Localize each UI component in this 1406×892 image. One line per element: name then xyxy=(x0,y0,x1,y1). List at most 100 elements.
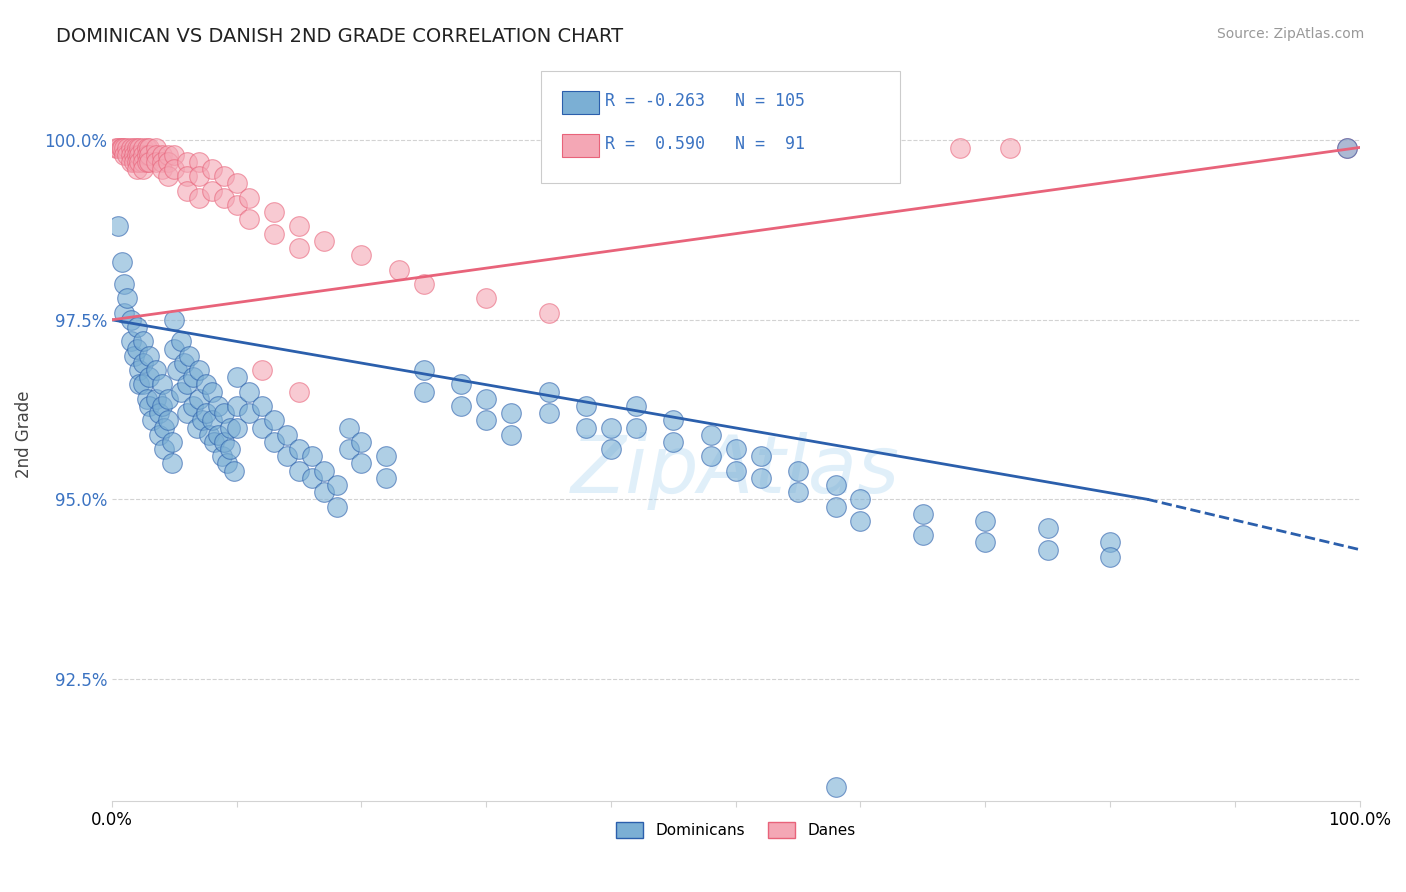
Point xyxy=(120,334,142,349)
Point xyxy=(475,413,498,427)
Point xyxy=(125,147,148,161)
Point xyxy=(824,500,846,514)
Point xyxy=(225,198,247,212)
Point xyxy=(787,464,810,478)
Point xyxy=(662,413,685,427)
Point xyxy=(312,464,335,478)
Point xyxy=(624,399,647,413)
Point xyxy=(153,442,176,456)
Point xyxy=(575,399,598,413)
Point xyxy=(350,457,373,471)
Point xyxy=(1336,140,1358,154)
Point xyxy=(749,449,772,463)
Point xyxy=(150,377,173,392)
Point xyxy=(135,392,157,406)
Text: ZipAtlas: ZipAtlas xyxy=(571,433,900,510)
Point xyxy=(150,399,173,413)
Point xyxy=(201,162,224,177)
Point xyxy=(188,154,211,169)
Point xyxy=(176,184,198,198)
Point xyxy=(145,363,167,377)
Point xyxy=(176,377,198,392)
Text: DOMINICAN VS DANISH 2ND GRADE CORRELATION CHART: DOMINICAN VS DANISH 2ND GRADE CORRELATIO… xyxy=(56,27,623,45)
Point xyxy=(124,349,146,363)
Point xyxy=(225,370,247,384)
Point xyxy=(132,356,155,370)
Point xyxy=(202,434,225,449)
Point xyxy=(288,241,311,255)
Point xyxy=(120,154,142,169)
Point xyxy=(138,399,160,413)
Point xyxy=(450,377,472,392)
Point xyxy=(624,420,647,434)
Point xyxy=(176,169,198,184)
Point xyxy=(501,427,523,442)
Point xyxy=(176,406,198,420)
Point xyxy=(179,349,201,363)
Point xyxy=(163,342,186,356)
Point xyxy=(132,162,155,177)
Point xyxy=(250,420,273,434)
Point xyxy=(337,442,360,456)
Point xyxy=(188,169,211,184)
Point xyxy=(224,464,246,478)
Point xyxy=(207,399,229,413)
Point xyxy=(125,342,148,356)
Point xyxy=(263,227,285,241)
Point xyxy=(276,449,298,463)
Point xyxy=(125,320,148,334)
Point xyxy=(163,313,186,327)
Point xyxy=(148,427,170,442)
Point xyxy=(250,363,273,377)
Point xyxy=(974,514,997,528)
Point xyxy=(412,363,434,377)
Point xyxy=(263,413,285,427)
Point xyxy=(301,471,323,485)
Point xyxy=(138,370,160,384)
Point xyxy=(141,413,163,427)
Point xyxy=(194,406,217,420)
Point xyxy=(135,147,157,161)
Point xyxy=(412,277,434,291)
Point xyxy=(974,535,997,549)
Point xyxy=(135,154,157,169)
Point xyxy=(212,169,235,184)
Point xyxy=(157,147,180,161)
Point xyxy=(475,392,498,406)
Point xyxy=(350,248,373,262)
Point xyxy=(128,377,150,392)
Point xyxy=(288,464,311,478)
Point xyxy=(115,140,138,154)
Point xyxy=(124,140,146,154)
Point xyxy=(181,370,204,384)
Point xyxy=(157,392,180,406)
Point xyxy=(186,420,208,434)
Point xyxy=(138,147,160,161)
Point xyxy=(212,191,235,205)
Point xyxy=(188,191,211,205)
Point xyxy=(250,399,273,413)
Point xyxy=(160,457,183,471)
Point xyxy=(215,457,238,471)
Point xyxy=(107,140,129,154)
Point xyxy=(115,291,138,305)
Point xyxy=(145,147,167,161)
Point xyxy=(169,334,191,349)
Point xyxy=(600,420,623,434)
Point xyxy=(104,140,127,154)
Point xyxy=(120,313,142,327)
Point xyxy=(724,464,747,478)
Point xyxy=(288,219,311,234)
Point xyxy=(150,154,173,169)
Point xyxy=(911,507,934,521)
Point xyxy=(312,234,335,248)
Point xyxy=(188,363,211,377)
Point xyxy=(114,140,136,154)
Point xyxy=(537,305,560,319)
Point xyxy=(110,140,132,154)
Text: R = -0.263   N = 105: R = -0.263 N = 105 xyxy=(605,92,804,110)
Point xyxy=(849,492,872,507)
Point xyxy=(212,406,235,420)
Point xyxy=(824,478,846,492)
Point xyxy=(145,140,167,154)
